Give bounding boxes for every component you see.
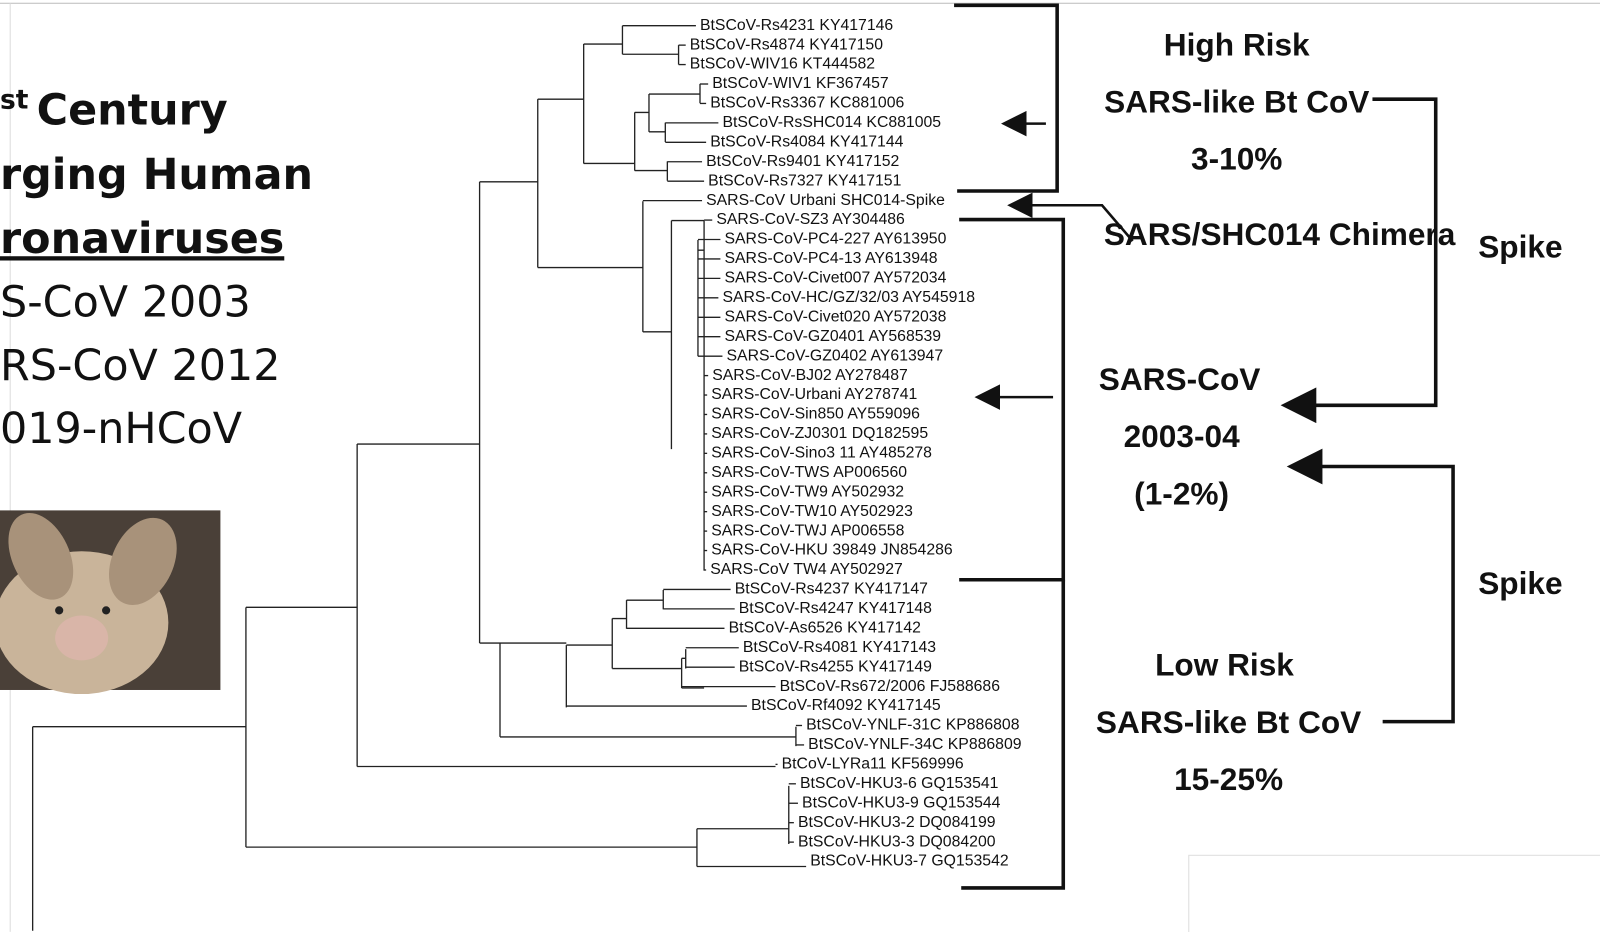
annotation: SARS-like Bt CoV xyxy=(1096,704,1361,740)
annotation: Spike xyxy=(1478,565,1562,601)
leaf-label: SARS-CoV-GZ0401 AY568539 xyxy=(724,328,941,345)
leaf-label: SARS-CoV-SZ3 AY304486 xyxy=(716,211,905,228)
leaf-label: BtSCoV-Rs4081 KY417143 xyxy=(743,639,936,656)
leaf-label: BtSCoV-YNLF-34C KP886809 xyxy=(808,736,1022,753)
leaf-label: SARS-CoV-BJ02 AY278487 xyxy=(712,367,908,384)
overlay-box xyxy=(1188,854,1600,932)
annotation: 15-25% xyxy=(1174,761,1283,797)
leaf-label: BtSCoV-Rs4874 KY417150 xyxy=(690,36,883,53)
leaf-label: BtSCoV-Rs3367 KC881006 xyxy=(710,95,904,112)
leaf-label: BtSCoV-Rs4084 KY417144 xyxy=(710,133,903,150)
bracket xyxy=(959,217,1066,582)
leaf-label: BtSCoV-WIV1 KF367457 xyxy=(712,75,889,92)
list-item: RS-CoV 2012 xyxy=(0,341,281,391)
heading-line: rging Human xyxy=(0,150,313,200)
leaf-label: BtSCoV-RsSHC014 KC881005 xyxy=(722,114,941,131)
arrow-bracket xyxy=(1280,97,1438,424)
superscript: st xyxy=(0,84,29,115)
leaf-label: SARS-CoV-Sin850 AY559096 xyxy=(711,406,920,423)
leaf-label: BtSCoV-Rf4092 KY417145 xyxy=(751,697,941,714)
arrow-bracket xyxy=(1286,448,1455,724)
leaf-label: SARS-CoV-HKU 39849 JN854286 xyxy=(711,542,953,559)
leaf-label: BtSCoV-Rs9401 KY417152 xyxy=(706,153,899,170)
leaf-label: BtSCoV-HKU3-6 GQ153541 xyxy=(800,775,999,792)
leaf-label: SARS-CoV-TW9 AY502932 xyxy=(711,483,904,500)
heading-line: st Century xyxy=(0,84,228,135)
bracket xyxy=(961,579,1066,890)
annotation: 2003-04 xyxy=(1124,418,1240,454)
leaf-label: BtCoV-LYRa11 KF569996 xyxy=(782,756,964,773)
leaf-label: BtSCoV-Rs4255 KY417149 xyxy=(739,658,932,675)
arrow xyxy=(1007,192,1134,242)
leaf-label: BtSCoV-Rs7327 KY417151 xyxy=(708,172,901,189)
leaf-label: BtSCoV-HKU3-2 DQ084199 xyxy=(798,814,996,831)
annotation: 3-10% xyxy=(1191,141,1282,177)
list-item: S-CoV 2003 xyxy=(0,278,251,328)
leaf-label: BtSCoV-Rs4247 KY417148 xyxy=(739,600,932,617)
annotation: SARS-like Bt CoV xyxy=(1104,83,1369,119)
leaf-label: SARS-CoV-Sino3 11 AY485278 xyxy=(711,445,932,462)
leaf-label: BtSCoV-YNLF-31C KP886808 xyxy=(806,717,1020,734)
leaf-label: SARS-CoV-ZJ0301 DQ182595 xyxy=(711,425,928,442)
leaf-label: SARS-CoV-TWS AP006560 xyxy=(711,464,907,481)
leaf-label: SARS-CoV-GZ0402 AY613947 xyxy=(727,347,944,364)
leaf-label: BtSCoV-As6526 KY417142 xyxy=(729,619,921,636)
leaf-label: SARS-CoV-TW10 AY502923 xyxy=(711,503,913,520)
leaf-label: SARS-CoV-Civet020 AY572038 xyxy=(724,308,946,325)
leaf-label: SARS-CoV Urbani SHC014-Spike xyxy=(706,192,945,209)
leaf-label: BtSCoV-WIV16 KT444582 xyxy=(690,56,875,73)
leaf-label: BtSCoV-Rs4231 KY417146 xyxy=(700,17,893,34)
annotation: Low Risk xyxy=(1155,647,1294,683)
leaf-label: BtSCoV-Rs4237 KY417147 xyxy=(735,581,928,598)
bracket xyxy=(954,3,1059,193)
leaf-label: SARS-CoV-PC4-13 AY613948 xyxy=(724,250,937,267)
leaf-label: BtSCoV-Rs672/2006 FJ588686 xyxy=(780,678,1001,695)
leaf-label: SARS-CoV-HC/GZ/32/03 AY545918 xyxy=(722,289,975,306)
annotation: High Risk xyxy=(1164,26,1310,62)
brackets xyxy=(954,3,1455,890)
phylogenetic-tree: BtSCoV-Rs4231 KY417146 BtSCoV-Rs4874 KY41… xyxy=(31,17,1022,931)
leaf-label: SARS-CoV-Civet007 AY572034 xyxy=(724,270,946,287)
heading-text: Century xyxy=(37,86,228,136)
annotation: Spike xyxy=(1478,228,1562,264)
annotation: SARS-CoV xyxy=(1099,361,1261,397)
leaf-label: BtSCoV-HKU3-7 GQ153542 xyxy=(810,853,1008,870)
leaf-label: SARS-CoV-PC4-227 AY613950 xyxy=(724,231,946,248)
list-item: 019-nHCoV xyxy=(0,404,242,454)
bat-photo xyxy=(0,510,221,695)
annotation: (1-2%) xyxy=(1134,475,1229,511)
leaf-label: SARS-CoV-TWJ AP006558 xyxy=(711,522,904,539)
leaf-label: SARS-CoV TW4 AY502927 xyxy=(710,561,903,578)
annotation: SARS/SHC014 Chimera xyxy=(1104,216,1456,252)
leaf-label: SARS-CoV-Urbani AY278741 xyxy=(711,386,917,403)
heading-line: ronaviruses xyxy=(0,214,284,264)
leaf-label: BtSCoV-HKU3-3 DQ084200 xyxy=(798,833,996,850)
leaf-label: BtSCoV-HKU3-9 GQ153544 xyxy=(802,794,1001,811)
